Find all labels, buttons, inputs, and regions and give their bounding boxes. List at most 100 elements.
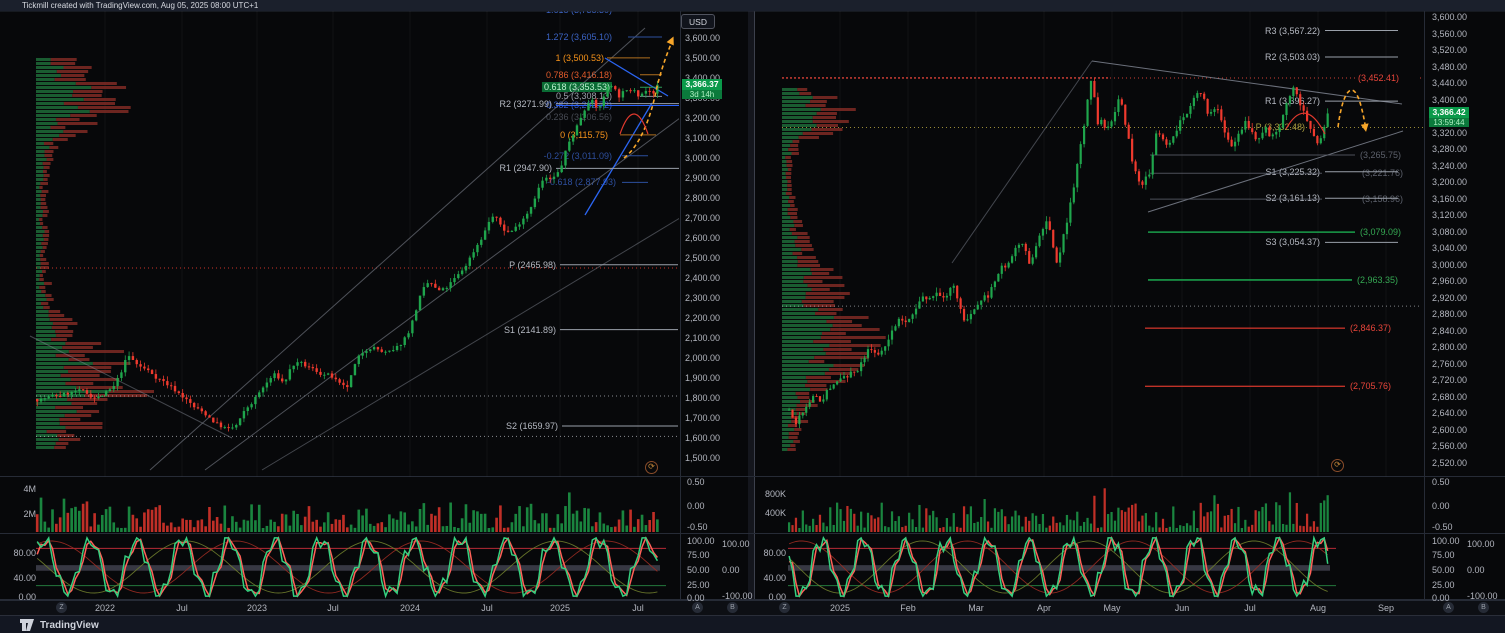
price-tick: 1,500.00 <box>685 453 721 463</box>
indicator-b-button[interactable]: B <box>727 602 738 613</box>
level-label-s1-3-225.32-: S1 (3,225.32) <box>1265 166 1320 177</box>
time-tick: Aug <box>1309 603 1327 613</box>
price-tick: 2,800.00 <box>1432 342 1468 353</box>
level-label--0.272-3-011.09-: -0.272 (3,011.09) <box>543 150 612 161</box>
currency-usd-button[interactable]: USD <box>681 14 715 29</box>
indicator-scale-tick: 100.00 <box>687 536 715 546</box>
level-label--3-265.75-: (3,265.75) <box>1360 150 1402 161</box>
price-tick: 2,000.00 <box>685 353 721 363</box>
level-label--2-963.35-: (2,963.35) <box>1357 274 1399 285</box>
bar-countdown: 3d 14h <box>682 89 722 99</box>
timezone-button[interactable]: Z <box>779 602 790 613</box>
indicator-scale-tick: 25.00 <box>1432 580 1455 590</box>
price-tick: 2,900.00 <box>685 173 721 183</box>
left-volume-pane <box>35 492 659 532</box>
indicator-a-button[interactable]: A <box>692 602 703 613</box>
stoch-scale-label: 40.00 <box>763 573 786 583</box>
indicator-scale-tick: 25.00 <box>687 580 710 590</box>
price-tick: 3,120.00 <box>1432 210 1468 221</box>
price-tick: 3,200.00 <box>1432 177 1468 188</box>
level-label-0.786-3-416.18-: 0.786 (3,416.18) <box>545 69 612 80</box>
price-tick: 2,600.00 <box>685 233 721 243</box>
price-tick: 2,720.00 <box>1432 375 1468 386</box>
volume-scale-label: 400K <box>764 508 786 518</box>
level-label-r3-3-567.22-: R3 (3,567.22) <box>1264 25 1320 36</box>
header-bar: Tickmill created with TradingView.com, A… <box>0 0 1505 11</box>
price-tick: 3,600.00 <box>1432 12 1468 22</box>
last-price-value: 3,366.42 <box>1429 107 1469 119</box>
price-tick: 2,680.00 <box>1432 391 1468 402</box>
price-tick: 2,200.00 <box>685 313 721 323</box>
level-label-s3-3-054.37-: S3 (3,054.37) <box>1265 237 1320 248</box>
tradingview-brand[interactable]: TradingView <box>40 619 99 631</box>
left-last-price-tag: 3,366.37 3d 14h <box>682 78 722 99</box>
level-label-0.236-3-206.56-: 0.236 (3,206.56) <box>545 111 612 122</box>
level-label--0.618-2-877.93-: -0.618 (2,877.93) <box>546 177 616 188</box>
stoch-scale-label: 0.00 <box>768 592 786 602</box>
price-tick: 3,280.00 <box>1432 144 1468 155</box>
level-label-s2-1659.97-: S2 (1659.97) <box>505 421 558 431</box>
price-tick: 3,520.00 <box>1432 45 1468 56</box>
time-tick: Jul <box>327 603 339 613</box>
price-tick: 1,800.00 <box>685 393 721 403</box>
right-stoch-pane <box>788 535 1336 599</box>
time-tick: 2022 <box>94 603 116 613</box>
indicator-scale-tick: 100.00 <box>1432 536 1460 546</box>
time-tick: Apr <box>1036 603 1052 613</box>
right-volume-pane <box>787 488 1329 532</box>
price-tick: 3,440.00 <box>1432 78 1468 89</box>
level-label--3-452.41-: (3,452.41) <box>1358 72 1400 83</box>
restore-realtime-icon[interactable]: ⟳ <box>645 461 658 474</box>
price-tick: 2,400.00 <box>685 273 721 283</box>
level-label-s1-2141.89-: S1 (2141.89) <box>503 324 556 335</box>
volume-scale-label: 2M <box>23 509 36 519</box>
price-tick: 3,320.00 <box>1432 127 1468 138</box>
indicator-scale-tick: 75.00 <box>687 550 710 560</box>
right-last-price-tag: 3,366.42 13:59:44 <box>1429 107 1469 128</box>
price-tick: 1,600.00 <box>685 433 721 443</box>
level-label-0-3-115.75-: 0 (3,115.75) <box>560 129 608 140</box>
indicator-b-button[interactable]: B <box>1478 602 1489 613</box>
level-label--2-705.76-: (2,705.76) <box>1350 381 1392 392</box>
indicator-scale-tick: 75.00 <box>1432 550 1455 560</box>
price-tick: 3,600.00 <box>685 33 721 43</box>
level-label--3-158.96-: (3,158.96) <box>1362 194 1404 205</box>
time-tick: Jul <box>176 603 188 613</box>
indicator-scale-tick: 0.00 <box>1467 565 1485 575</box>
stoch-scale-label: 0.00 <box>18 592 36 602</box>
price-tick: 3,240.00 <box>1432 160 1468 171</box>
indicator-a-button[interactable]: A <box>1443 602 1454 613</box>
price-tick: 1,700.00 <box>685 413 721 423</box>
indicator-scale-tick: 100.00 <box>1467 539 1495 549</box>
level-label-1.272-3-605.10-: 1.272 (3,605.10) <box>545 31 612 42</box>
left-stoch-pane <box>36 535 666 599</box>
level-label--2-846.37-: (2,846.37) <box>1350 323 1392 334</box>
price-tick: 3,000.00 <box>1432 259 1468 270</box>
indicator-scale-tick: 100.00 <box>722 539 750 549</box>
volume-scale-label: 4M <box>23 484 36 494</box>
time-axis-bar[interactable] <box>0 600 1505 616</box>
timezone-button[interactable]: Z <box>56 602 67 613</box>
price-tick: 3,200.00 <box>685 113 721 123</box>
price-tick: 2,520.00 <box>1432 457 1468 468</box>
price-tick: 3,000.00 <box>685 153 721 163</box>
level-label-1.618-3-738.30-: 1.618 (3,738.30) <box>546 11 612 15</box>
left-price-scale[interactable] <box>681 11 761 600</box>
tradingview-logo-icon <box>20 619 34 631</box>
restore-realtime-icon[interactable]: ⟳ <box>1331 459 1344 472</box>
time-tick: 2023 <box>246 603 268 613</box>
indicator-scale-tick: 0.00 <box>1432 593 1450 603</box>
left-main-pane <box>29 11 679 477</box>
price-tick: 2,600.00 <box>1432 424 1468 435</box>
price-tick: 2,100.00 <box>685 333 721 343</box>
indicator-scale-tick: -100.00 <box>722 591 753 601</box>
indicator-scale-tick: -0.50 <box>1432 522 1453 532</box>
time-tick: May <box>1103 603 1121 613</box>
indicator-scale-tick: -100.00 <box>1467 591 1498 601</box>
last-price-value: 3,366.37 <box>682 78 722 90</box>
level-label-0.618-3-353.53-: 0.618 (3,353.53) <box>541 82 612 93</box>
right-price-scale[interactable] <box>1425 11 1505 600</box>
